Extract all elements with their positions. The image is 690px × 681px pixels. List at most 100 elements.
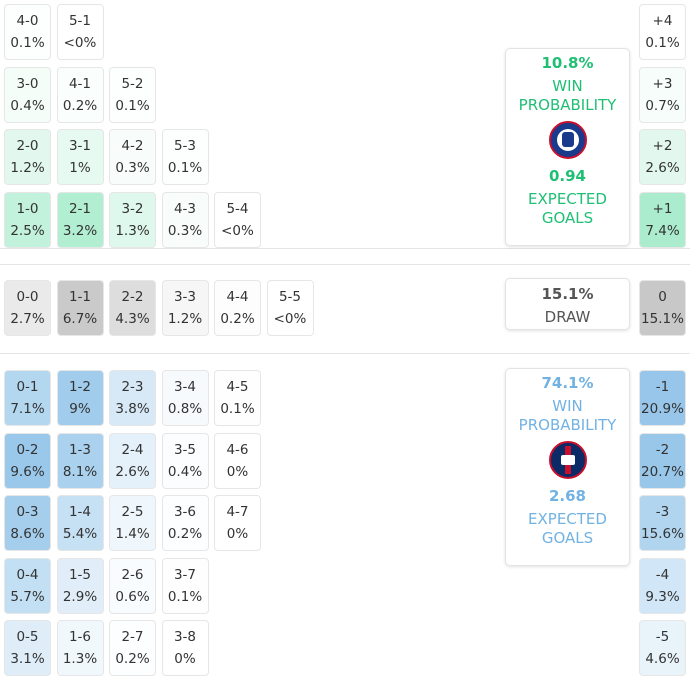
home-scoreline-cell[interactable]: 1-0 2.5%	[4, 191, 51, 248]
home-scoreline-cell[interactable]: 4-1 0.2%	[56, 66, 104, 123]
score-probability: 1.3%	[62, 651, 98, 667]
draw-scoreline-cell[interactable]: 2-2 4.3%	[109, 280, 156, 336]
score-label: -3	[655, 504, 670, 520]
score-probability: 3.8%	[115, 401, 150, 417]
score-probability: 15.6%	[641, 526, 684, 542]
score-label: 2-5	[121, 504, 144, 520]
score-label: 0-3	[16, 504, 39, 520]
home-margin-cell[interactable]: +3 0.7%	[639, 66, 686, 123]
away-scoreline-cell[interactable]: 0-4 5.7%	[4, 557, 51, 614]
away-scoreline-cell[interactable]: 3-7 0.1%	[161, 557, 209, 614]
away-win-label: WIN PROBABILITY	[518, 397, 617, 434]
score-probability: 0.1%	[220, 401, 255, 417]
score-probability: 7.1%	[10, 401, 45, 417]
score-probability: 0.1%	[115, 97, 150, 114]
score-probability: 0.1%	[167, 588, 203, 605]
score-probability: 5.7%	[10, 588, 45, 605]
home-summary-card: 10.8% WIN PROBABILITY 0.94 EXPECTED GOAL…	[505, 48, 630, 246]
away-margin-cell[interactable]: -2 20.7%	[639, 432, 686, 489]
home-scoreline-cell[interactable]: 3-2 1.3%	[109, 191, 156, 248]
score-probability: 0.1%	[167, 160, 203, 176]
home-scoreline-cell[interactable]: 3-0 0.4%	[4, 66, 51, 123]
away-scoreline-cell[interactable]: 3-4 0.8%	[161, 370, 209, 426]
away-scoreline-cell[interactable]: 1-2 9%	[56, 370, 104, 426]
score-probability: 0.4%	[10, 97, 45, 114]
score-probability: 4.6%	[645, 651, 680, 667]
away-scoreline-cell[interactable]: 2-5 1.4%	[109, 495, 156, 551]
home-margin-cell[interactable]: +2 2.6%	[639, 129, 686, 185]
home-scoreline-cell[interactable]: 4-3 0.3%	[161, 191, 209, 248]
away-scoreline-cell[interactable]: 1-5 2.9%	[56, 557, 104, 614]
score-label: 4-1	[68, 75, 92, 92]
chelsea-crest-icon	[548, 121, 587, 159]
away-scoreline-cell[interactable]: 4-7 0%	[214, 495, 261, 551]
away-scoreline-cell[interactable]: 4-5 0.1%	[214, 370, 261, 426]
score-probability: 8.1%	[62, 463, 98, 480]
draw-scoreline-cell[interactable]: 4-4 0.2%	[214, 280, 261, 336]
away-scoreline-cell[interactable]: 2-3 3.8%	[109, 370, 156, 426]
away-scoreline-cell[interactable]: 3-6 0.2%	[161, 495, 209, 551]
score-probability: 2.5%	[10, 222, 45, 239]
away-scoreline-cell[interactable]: 1-4 5.4%	[56, 495, 104, 551]
home-expected-goals: 0.94	[548, 167, 586, 185]
home-scoreline-cell[interactable]: 5-3 0.1%	[161, 129, 209, 185]
score-label: 3-7	[173, 566, 197, 583]
away-scoreline-cell[interactable]: 3-8 0%	[161, 620, 209, 676]
away-scoreline-cell[interactable]: 4-6 0%	[214, 432, 261, 489]
score-label: +1	[652, 200, 673, 217]
away-scoreline-cell[interactable]: 2-7 0.2%	[109, 620, 156, 676]
home-scoreline-cell[interactable]: 2-1 3.2%	[56, 191, 104, 248]
away-scoreline-cell[interactable]: 0-5 3.1%	[4, 620, 51, 676]
home-scoreline-cell[interactable]: 4-2 0.3%	[109, 129, 156, 185]
draw-margin-cell[interactable]: 0 15.1%	[639, 280, 686, 336]
score-probability: 0.7%	[645, 97, 680, 114]
home-margin-cell[interactable]: +1 7.4%	[639, 191, 686, 248]
away-scoreline-cell[interactable]: 0-3 8.6%	[4, 495, 51, 551]
score-label: 0-0	[16, 289, 39, 305]
score-label: 2-6	[121, 566, 144, 583]
away-scoreline-cell[interactable]: 3-5 0.4%	[161, 432, 209, 489]
draw-summary-card: 15.1% DRAW	[505, 278, 630, 330]
score-label: 2-3	[121, 379, 144, 395]
score-label: 4-3	[173, 200, 197, 217]
away-scoreline-cell[interactable]: 2-4 2.6%	[109, 432, 156, 489]
score-probability: 1.2%	[10, 160, 45, 176]
score-probability: 9.6%	[10, 463, 45, 480]
away-scoreline-cell[interactable]: 2-6 0.6%	[109, 557, 156, 614]
away-margin-cell[interactable]: -5 4.6%	[639, 620, 686, 676]
score-label: 3-2	[121, 200, 144, 217]
away-margin-cell[interactable]: -1 20.9%	[639, 370, 686, 426]
score-probability: 20.7%	[641, 463, 684, 480]
score-label: 3-0	[16, 75, 39, 92]
home-scoreline-cell[interactable]: 3-1 1%	[56, 129, 104, 185]
draw-scoreline-cell[interactable]: 1-1 6.7%	[56, 280, 104, 336]
away-scoreline-cell[interactable]: 0-2 9.6%	[4, 432, 51, 489]
psg-crest-icon	[548, 441, 587, 479]
draw-label: DRAW	[544, 308, 591, 326]
score-probability: 8.6%	[10, 526, 45, 542]
away-scoreline-cell[interactable]: 0-1 7.1%	[4, 370, 51, 426]
score-label: 1-1	[68, 289, 92, 305]
draw-scoreline-cell[interactable]: 0-0 2.7%	[4, 280, 51, 336]
draw-scoreline-cell[interactable]: 3-3 1.2%	[161, 280, 209, 336]
home-scoreline-cell[interactable]: 5-4 <0%	[214, 191, 261, 248]
home-scoreline-cell[interactable]: 5-2 0.1%	[109, 66, 156, 123]
score-label: -5	[655, 629, 670, 645]
draw-probability: 15.1%	[541, 285, 594, 303]
home-margin-cell[interactable]: +4 0.1%	[639, 4, 686, 60]
score-probability: 20.9%	[641, 401, 684, 417]
divider	[0, 248, 690, 249]
score-probability: 0.3%	[115, 160, 150, 176]
away-scoreline-cell[interactable]: 1-6 1.3%	[56, 620, 104, 676]
score-probability: 0%	[226, 526, 249, 542]
away-margin-cell[interactable]: -4 9.3%	[639, 557, 686, 614]
score-label: 0-4	[16, 566, 39, 583]
draw-scoreline-cell[interactable]: 5-5 <0%	[266, 280, 314, 336]
score-probability: 1.2%	[167, 311, 203, 327]
home-scoreline-cell[interactable]: 2-0 1.2%	[4, 129, 51, 185]
home-scoreline-cell[interactable]: 5-1 <0%	[56, 4, 104, 60]
away-margin-cell[interactable]: -3 15.6%	[639, 495, 686, 551]
home-scoreline-cell[interactable]: 4-0 0.1%	[4, 4, 51, 60]
away-scoreline-cell[interactable]: 1-3 8.1%	[56, 432, 104, 489]
score-probability: 0.8%	[167, 401, 203, 417]
